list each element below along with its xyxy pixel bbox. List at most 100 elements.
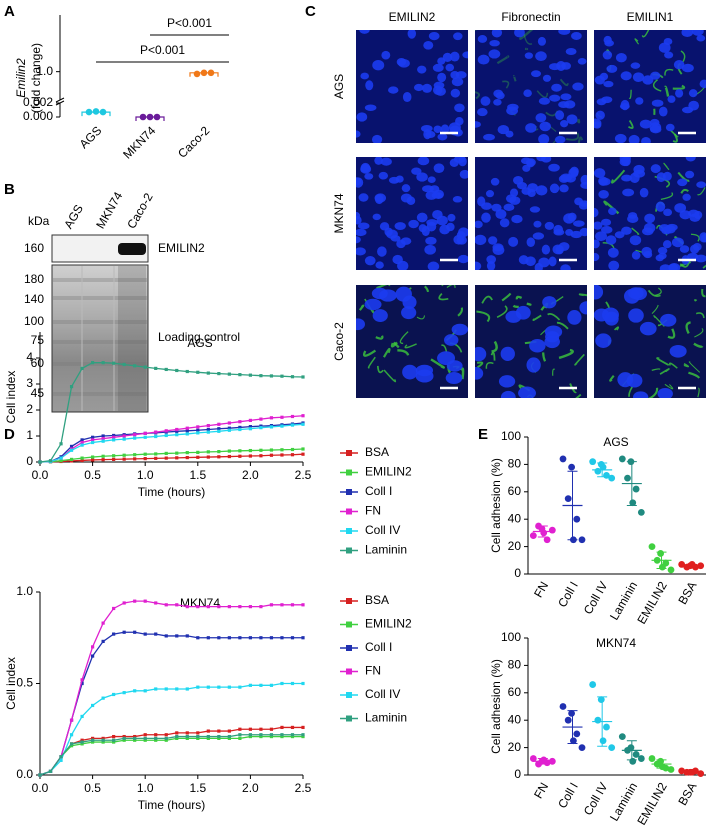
nucleus bbox=[605, 235, 617, 245]
marker bbox=[80, 458, 84, 463]
nucleus bbox=[420, 124, 433, 133]
row-label: Caco-2 bbox=[332, 322, 346, 361]
marker bbox=[290, 733, 295, 737]
marker bbox=[122, 601, 126, 605]
nucleus bbox=[595, 231, 607, 242]
nucleus bbox=[435, 86, 446, 96]
nucleus bbox=[356, 177, 364, 188]
legend-marker bbox=[346, 489, 352, 495]
band bbox=[118, 243, 146, 255]
marker bbox=[290, 636, 295, 640]
x-axis-label: Time (hours) bbox=[138, 798, 206, 812]
nucleus bbox=[360, 162, 371, 173]
green-signal bbox=[697, 387, 700, 398]
marker bbox=[238, 605, 242, 609]
marker bbox=[248, 427, 252, 431]
nucleus bbox=[475, 234, 487, 246]
green-signal bbox=[362, 349, 377, 357]
green-signal bbox=[457, 307, 464, 317]
nucleus bbox=[518, 386, 536, 398]
marker bbox=[164, 634, 168, 638]
error-bar bbox=[626, 740, 637, 761]
nucleus bbox=[642, 227, 654, 236]
nucleus bbox=[525, 123, 537, 133]
nucleus bbox=[639, 321, 657, 336]
nucleus bbox=[628, 287, 644, 300]
nucleus bbox=[453, 32, 463, 41]
green-signal bbox=[475, 91, 481, 100]
nucleus bbox=[524, 52, 533, 59]
column-label: Fibronectin bbox=[501, 10, 560, 24]
marker bbox=[133, 433, 137, 437]
nucleus bbox=[631, 250, 641, 260]
marker bbox=[122, 738, 126, 742]
data-point bbox=[629, 757, 637, 765]
axis-break bbox=[55, 97, 65, 103]
green-signal bbox=[654, 287, 662, 297]
marker bbox=[80, 742, 84, 746]
green-signal bbox=[628, 120, 634, 129]
marker bbox=[227, 449, 231, 453]
green-signal bbox=[664, 68, 674, 76]
y-tick-label: 3 bbox=[26, 376, 33, 390]
green-signal bbox=[490, 351, 496, 361]
marker bbox=[112, 433, 116, 438]
marker bbox=[164, 738, 168, 742]
nucleus bbox=[459, 169, 468, 179]
marker bbox=[101, 434, 105, 438]
marker bbox=[238, 636, 242, 640]
marker bbox=[143, 452, 147, 456]
marker bbox=[301, 375, 305, 379]
green-signal bbox=[667, 328, 676, 339]
micrograph bbox=[356, 285, 468, 398]
marker bbox=[248, 727, 252, 731]
nucleus bbox=[413, 83, 424, 92]
nucleus bbox=[500, 346, 515, 361]
green-signal bbox=[441, 285, 444, 287]
marker bbox=[133, 364, 137, 368]
marker bbox=[206, 605, 210, 609]
nucleus bbox=[477, 54, 490, 65]
x-tick-label: MKN74 bbox=[120, 123, 158, 161]
data-point bbox=[648, 543, 656, 550]
marker bbox=[269, 416, 274, 420]
nucleus bbox=[664, 51, 674, 59]
nucleus bbox=[379, 222, 390, 231]
nucleus bbox=[498, 375, 516, 388]
marker bbox=[185, 455, 189, 460]
nucleus bbox=[544, 325, 563, 339]
marker bbox=[164, 733, 168, 737]
nucleus bbox=[480, 202, 493, 210]
nucleus bbox=[486, 255, 497, 264]
green-signal bbox=[485, 362, 494, 369]
y-axis-label: Cell index bbox=[4, 371, 18, 424]
marker bbox=[301, 734, 305, 739]
marker bbox=[227, 685, 231, 689]
nucleus bbox=[604, 311, 619, 326]
nucleus bbox=[486, 261, 496, 270]
marker bbox=[69, 718, 74, 722]
green-signal bbox=[512, 304, 519, 308]
marker bbox=[133, 734, 137, 739]
gel-band bbox=[53, 278, 147, 282]
line bbox=[39, 415, 304, 463]
data-point bbox=[529, 532, 537, 540]
x-tick-label: 0.5 bbox=[84, 781, 101, 795]
green-signal bbox=[441, 344, 448, 352]
nucleus bbox=[511, 214, 523, 224]
marker bbox=[227, 421, 231, 425]
marker bbox=[133, 738, 137, 742]
nucleus bbox=[662, 171, 672, 181]
green-signal bbox=[559, 78, 569, 87]
line bbox=[39, 682, 303, 776]
data-point bbox=[548, 526, 556, 534]
nucleus bbox=[394, 222, 406, 230]
marker bbox=[238, 420, 242, 424]
nucleus bbox=[532, 232, 545, 240]
nucleus bbox=[630, 62, 641, 69]
nucleus bbox=[381, 50, 391, 60]
nucleus bbox=[433, 125, 442, 133]
marker-label: 45 bbox=[31, 386, 45, 400]
nucleus bbox=[601, 226, 613, 234]
green-signal bbox=[697, 187, 706, 196]
